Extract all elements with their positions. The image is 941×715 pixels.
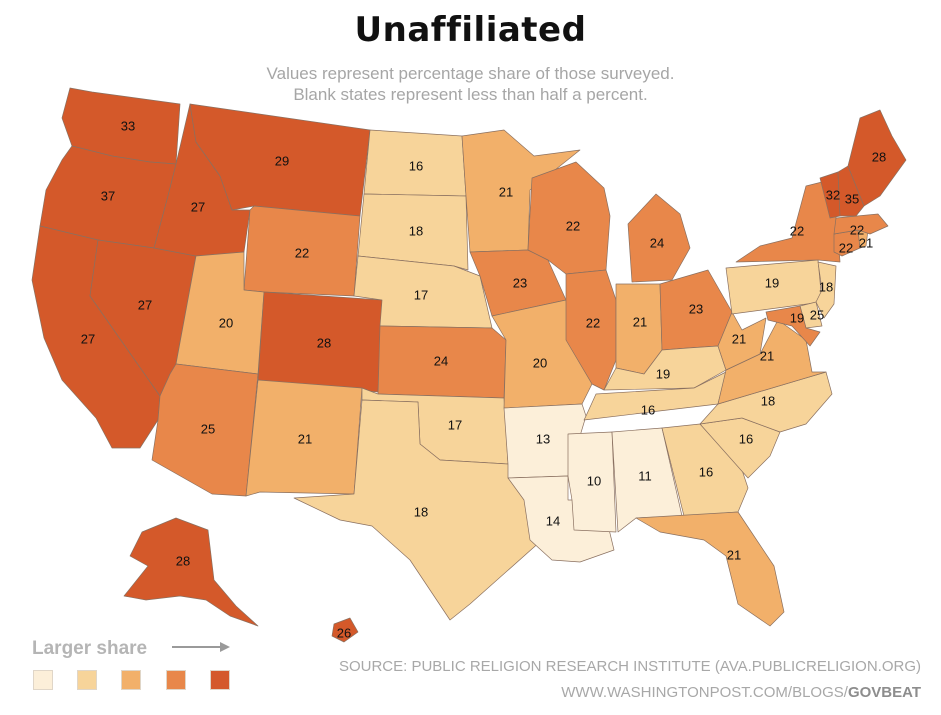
source-url: WWW.WASHINGTONPOST.COM/BLOGS/GOVBEAT: [561, 684, 921, 701]
legend-swatch-1: [33, 670, 53, 690]
url-brand: GOVBEAT: [847, 684, 921, 701]
state-ma: [833, 213, 889, 235]
state-fl: [635, 511, 785, 627]
state-value-nc: 18: [761, 393, 775, 408]
state-value-az: 25: [201, 421, 215, 436]
state-value-ok: 17: [448, 417, 462, 432]
subtitle-line-2: Blank states represent less than half a …: [293, 85, 648, 104]
state-value-oh: 23: [689, 301, 703, 316]
state-value-al: 11: [638, 468, 652, 483]
state-value-in: 21: [633, 314, 647, 329]
state-value-ga: 16: [699, 464, 713, 479]
state-value-va: 21: [760, 348, 774, 363]
subtitle-line-1: Values represent percentage share of tho…: [266, 64, 675, 83]
state-value-or: 37: [101, 188, 115, 203]
state-value-wv: 21: [732, 331, 746, 346]
state-value-ak: 28: [176, 553, 190, 568]
state-value-hi: 26: [337, 625, 351, 640]
state-value-nh: 35: [845, 191, 859, 206]
state-value-mi: 24: [650, 235, 664, 250]
state-value-pa: 19: [765, 275, 779, 290]
state-ak: [123, 517, 259, 627]
state-value-ks: 24: [434, 353, 448, 368]
state-la: [507, 475, 615, 563]
state-value-nv: 27: [138, 297, 152, 312]
state-tx: [293, 399, 543, 621]
state-value-ca: 27: [81, 331, 95, 346]
legend-swatch-4: [166, 670, 186, 690]
state-value-il: 22: [586, 315, 600, 330]
state-value-mo: 20: [533, 355, 547, 370]
state-value-nd: 16: [409, 158, 423, 173]
state-value-ut: 20: [219, 315, 233, 330]
state-value-ne: 17: [414, 287, 428, 302]
state-value-mt: 29: [275, 153, 289, 168]
map-title: Unaffiliated: [354, 10, 587, 50]
legend-swatch-3: [121, 670, 141, 690]
state-value-ny: 22: [790, 223, 804, 238]
legend-swatch-2: [77, 670, 97, 690]
state-value-md: 25: [810, 307, 824, 322]
legend-title: Larger share: [32, 638, 148, 659]
state-nc: [699, 371, 833, 433]
state-value-tn: 16: [641, 402, 655, 417]
state-value-ri: 21: [859, 235, 873, 250]
url-prefix: WWW.WASHINGTONPOST.COM/BLOGS/: [561, 684, 848, 701]
state-value-me: 28: [872, 149, 886, 164]
state-value-la: 14: [546, 513, 560, 528]
state-value-ct: 22: [839, 240, 853, 255]
state-value-ma: 22: [850, 222, 864, 237]
state-sd: [357, 193, 469, 271]
state-value-sc: 16: [739, 431, 753, 446]
state-value-nj: 18: [819, 279, 833, 294]
state-value-wi: 22: [566, 218, 580, 233]
state-nm: [245, 379, 363, 497]
state-value-ms: 10: [587, 473, 601, 488]
state-value-mn: 21: [499, 184, 513, 199]
state-value-ia: 23: [513, 275, 527, 290]
state-mi: [627, 193, 691, 283]
state-value-co: 28: [317, 335, 331, 350]
legend-swatch-5: [210, 670, 230, 690]
state-md: [765, 305, 821, 347]
state-value-sd: 18: [409, 223, 423, 238]
state-value-wa: 33: [121, 118, 135, 133]
state-value-nm: 21: [298, 431, 312, 446]
state-value-id: 27: [191, 199, 205, 214]
state-value-vt: 32: [826, 187, 840, 202]
state-me: [847, 109, 907, 207]
state-mn: [461, 129, 581, 253]
state-value-de: 19: [790, 310, 804, 325]
state-value-tx: 18: [414, 504, 428, 519]
state-value-ky: 19: [656, 366, 670, 381]
state-az: [151, 363, 259, 497]
state-nj: [815, 261, 837, 319]
state-value-ar: 13: [536, 431, 550, 446]
state-nh: [837, 165, 865, 217]
state-value-wy: 22: [295, 245, 309, 260]
state-ky: [603, 345, 727, 391]
source-note: SOURCE: PUBLIC RELIGION RESEARCH INSTITU…: [338, 658, 921, 675]
state-value-fl: 21: [727, 547, 741, 562]
state-hi: [331, 617, 359, 643]
legend-arrow-icon: [172, 642, 230, 652]
